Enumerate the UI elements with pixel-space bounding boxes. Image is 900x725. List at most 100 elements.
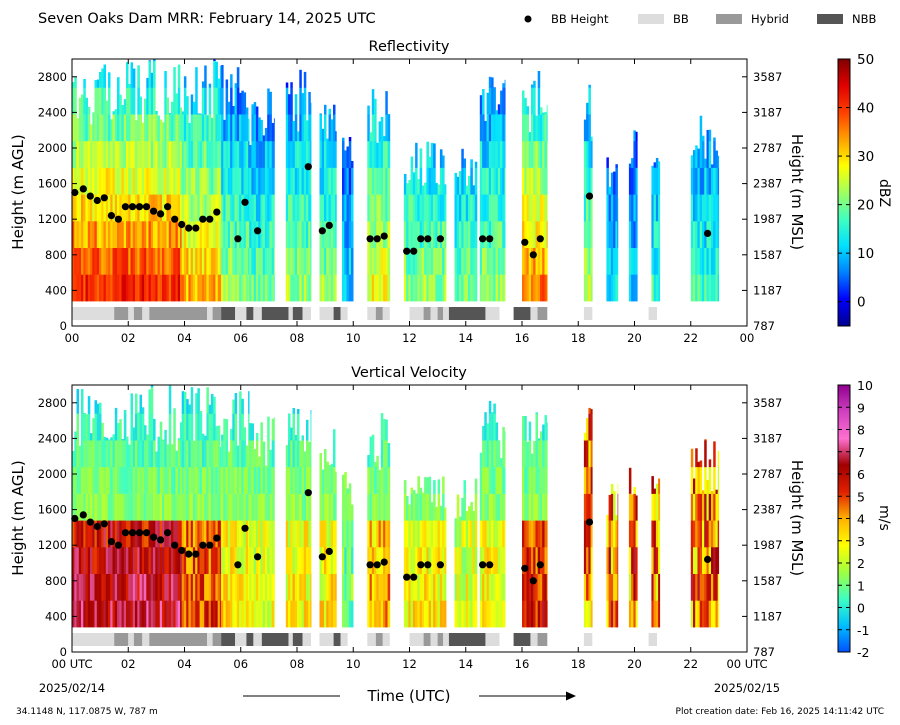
heatmap-cell xyxy=(223,221,226,248)
heatmap-cell xyxy=(502,140,505,168)
heatmap-cell xyxy=(249,520,252,548)
heatmap-cell xyxy=(206,387,209,414)
heatmap-cell xyxy=(704,600,707,628)
heatmap-cell xyxy=(537,221,541,248)
heatmap-cell xyxy=(123,573,127,601)
heatmap-cell xyxy=(227,451,231,468)
bb-type-segment-nbb xyxy=(261,633,289,646)
heatmap-cell xyxy=(346,247,349,275)
heatmap-cell xyxy=(290,573,293,601)
heatmap-cell xyxy=(299,140,302,168)
heatmap-cell xyxy=(482,140,485,168)
heatmap-cell xyxy=(255,247,259,275)
heatmap-cell xyxy=(103,194,106,222)
heatmap-cell xyxy=(215,600,218,628)
heatmap-cell xyxy=(132,247,136,275)
heatmap-cell xyxy=(232,274,235,302)
heatmap-cell xyxy=(540,194,543,222)
heatmap-cell xyxy=(346,573,349,601)
heatmap-cell xyxy=(255,547,259,574)
heatmap-cell xyxy=(177,440,181,468)
heatmap-cell xyxy=(704,167,707,195)
heatmap-cell xyxy=(715,573,718,601)
y-tick-label: 400 xyxy=(45,609,67,623)
heatmap-cell xyxy=(433,600,436,628)
heatmap-cell xyxy=(171,114,174,142)
heatmap-cell xyxy=(130,440,133,468)
heatmap-cell xyxy=(85,140,88,168)
heatmap-cell xyxy=(613,194,616,222)
heatmap-cell xyxy=(306,440,309,468)
bb-height-point xyxy=(128,529,137,537)
heatmap-cell xyxy=(533,194,536,222)
heatmap-cell xyxy=(456,194,460,222)
y-right-tick-label: 3587 xyxy=(753,70,782,84)
heatmap-cell xyxy=(137,440,140,468)
heatmap-cell xyxy=(484,221,487,248)
heatmap-cell xyxy=(181,140,185,168)
y-tick-label: 1200 xyxy=(38,212,67,226)
heatmap-cell xyxy=(459,194,462,222)
heatmap-cell xyxy=(590,466,593,494)
heatmap-cell xyxy=(415,547,418,574)
heatmap-cell xyxy=(535,493,538,521)
heatmap-cell xyxy=(717,600,720,628)
heatmap-cell xyxy=(183,167,187,195)
heatmap-cell xyxy=(297,413,300,441)
bb-height-point xyxy=(521,564,529,572)
heatmap-cell xyxy=(704,194,707,222)
heatmap-cell xyxy=(500,520,503,548)
bb-height-point xyxy=(199,215,207,223)
heatmap-cell xyxy=(424,247,427,275)
bb-height-point xyxy=(536,235,544,243)
heatmap-cell xyxy=(380,194,384,222)
heatmap-cell xyxy=(690,520,694,548)
heatmap-cell xyxy=(141,407,145,414)
heatmap-cell xyxy=(426,141,429,168)
heatmap-cell xyxy=(326,466,329,494)
heatmap-cell xyxy=(103,520,106,548)
heatmap-cell xyxy=(461,247,464,275)
heatmap-cell xyxy=(524,573,527,601)
heatmap-cell xyxy=(141,247,145,275)
heatmap-cell xyxy=(168,386,172,414)
heatmap-cell xyxy=(704,520,707,548)
heatmap-cell xyxy=(72,493,75,521)
heatmap-cell xyxy=(168,247,172,275)
heatmap-cell xyxy=(588,466,591,494)
y-tick-label: 2800 xyxy=(38,70,67,84)
heatmap-cell xyxy=(633,194,636,222)
heatmap-cell xyxy=(301,93,304,115)
heatmap-cell xyxy=(333,547,336,574)
heatmap-cell xyxy=(180,107,182,115)
heatmap-cell xyxy=(105,221,109,248)
heatmap-cell xyxy=(468,175,471,195)
heatmap-cell xyxy=(153,140,156,168)
heatmap-cell xyxy=(583,547,587,574)
heatmap-cell xyxy=(141,466,145,494)
bb-type-segment-hybrid xyxy=(423,633,431,646)
heatmap-cell xyxy=(299,274,302,302)
y-tick-label: 2400 xyxy=(38,105,67,119)
heatmap-cell xyxy=(658,274,661,302)
heatmap-cell xyxy=(199,274,203,302)
heatmap-cell xyxy=(217,493,221,521)
bb-height-point xyxy=(241,198,249,206)
heatmap-cell xyxy=(85,114,88,142)
heatmap-cell xyxy=(199,600,203,628)
heatmap-cell xyxy=(141,600,145,628)
bb-height-point xyxy=(704,229,712,237)
heatmap-cell xyxy=(114,573,118,601)
heatmap-cell xyxy=(223,167,226,195)
heatmap-cell xyxy=(139,547,142,574)
heatmap-cell xyxy=(139,140,142,168)
heatmap-cell xyxy=(137,87,140,115)
heatmap-cell xyxy=(85,600,88,628)
heatmap-cell xyxy=(488,493,492,521)
heatmap-cell xyxy=(486,167,490,195)
heatmap-cell xyxy=(383,440,386,468)
heatmap-cell xyxy=(248,440,250,468)
heatmap-cell xyxy=(264,274,268,302)
heatmap-cell xyxy=(706,194,709,222)
heatmap-cell xyxy=(221,434,224,441)
